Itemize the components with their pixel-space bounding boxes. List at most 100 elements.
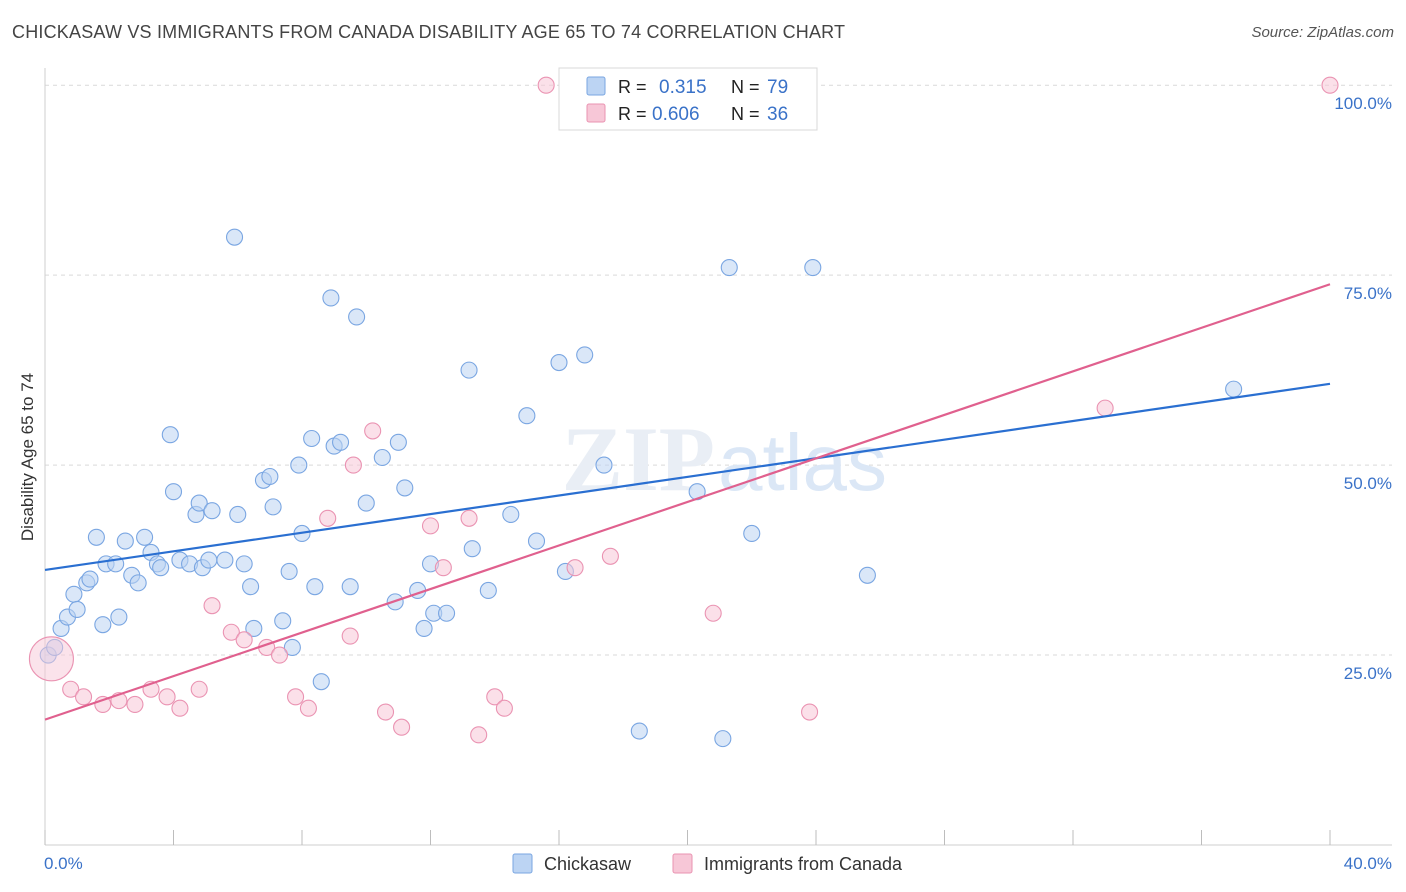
point-chickasaw: [415, 619, 433, 638]
legend-n-value-1: 79: [767, 77, 788, 98]
point-chickasaw: [200, 551, 218, 569]
axes: [44, 68, 1392, 846]
point-chickasaw: [341, 578, 359, 596]
point-canada: [486, 688, 504, 706]
y-axis-label: Disability Age 65 to 74: [18, 373, 37, 541]
point-chickasaw: [261, 467, 279, 486]
point-canada: [1321, 76, 1339, 94]
point-canada: [203, 597, 221, 615]
point-canada: [1096, 399, 1114, 417]
bottom-legend-label-immigrants-canada: Immigrants from Canada: [704, 854, 903, 874]
point-chickasaw: [303, 429, 321, 448]
point-chickasaw: [225, 228, 244, 246]
point-canada: [28, 636, 74, 682]
point-chickasaw: [235, 555, 253, 573]
point-chickasaw: [229, 505, 247, 524]
point-chickasaw: [576, 346, 594, 364]
point-chickasaw: [129, 574, 147, 592]
point-chickasaw: [280, 562, 298, 581]
point-canada: [222, 623, 240, 641]
point-chickasaw: [396, 479, 414, 497]
point-chickasaw: [87, 528, 105, 546]
point-canada: [393, 718, 411, 736]
bottom-legend-label-chickasaw: Chickasaw: [544, 854, 632, 874]
point-chickasaw: [152, 559, 170, 577]
point-canada: [364, 422, 382, 440]
point-canada: [537, 76, 555, 94]
legend-r-value-2: 0.606: [652, 104, 700, 125]
point-chickasaw: [527, 532, 546, 550]
point-canada: [495, 699, 513, 717]
point-chickasaw: [720, 258, 738, 277]
point-chickasaw: [804, 258, 822, 277]
point-chickasaw: [242, 578, 260, 596]
point-chickasaw: [68, 600, 86, 619]
correlation-legend: R = 0.315 N = 79 R = 0.606 N = 36: [558, 67, 818, 131]
series-chickasaw-points: [39, 228, 1243, 748]
point-chickasaw: [348, 308, 366, 326]
point-canada: [601, 547, 619, 565]
point-chickasaw: [331, 433, 350, 451]
point-chickasaw: [190, 494, 208, 512]
point-canada: [62, 680, 80, 698]
point-chickasaw: [479, 581, 497, 600]
legend-swatch-chickasaw: [586, 76, 606, 96]
point-canada: [190, 680, 208, 698]
bottom-legend-swatch-immigrants-canada: [672, 853, 693, 874]
point-chickasaw: [264, 498, 282, 516]
point-chickasaw: [245, 619, 263, 638]
point-chickasaw: [357, 494, 375, 512]
point-chickasaw: [164, 483, 183, 501]
y-tick-label: 50.0%: [1344, 474, 1392, 493]
legend-n-label-2: N =: [731, 104, 760, 124]
point-chickasaw: [312, 673, 330, 691]
point-chickasaw: [463, 540, 481, 558]
point-canada: [460, 509, 478, 527]
point-chickasaw: [94, 616, 112, 634]
point-chickasaw: [203, 502, 221, 520]
point-canada: [376, 703, 395, 721]
point-canada: [235, 631, 253, 649]
legend-r-value-1: 0.315: [659, 77, 707, 98]
point-chickasaw: [550, 353, 568, 372]
point-canada: [344, 456, 362, 474]
legend-swatch-immigrants-canada: [586, 103, 606, 123]
point-canada: [434, 559, 452, 577]
point-chickasaw: [136, 528, 154, 546]
trend-lines: [44, 283, 1331, 721]
point-chickasaw: [438, 604, 456, 622]
point-chickasaw: [630, 722, 648, 740]
point-canada: [566, 559, 584, 577]
point-chickasaw: [322, 289, 340, 307]
point-chickasaw: [81, 570, 99, 588]
point-canada: [299, 699, 317, 717]
point-chickasaw: [161, 426, 179, 444]
point-chickasaw: [373, 448, 391, 467]
point-chickasaw: [306, 578, 324, 596]
point-chickasaw: [110, 608, 128, 626]
point-canada: [341, 627, 359, 645]
point-chickasaw: [595, 456, 613, 474]
trend-line-chickasaw: [44, 382, 1331, 572]
point-canada: [126, 695, 144, 713]
point-chickasaw: [518, 407, 536, 425]
point-chickasaw: [283, 638, 301, 657]
point-canada: [171, 699, 189, 717]
point-chickasaw: [858, 566, 876, 584]
point-canada: [319, 509, 337, 527]
point-canada: [75, 688, 93, 706]
bottom-legend-swatch-chickasaw: [512, 853, 533, 874]
point-canada: [801, 703, 819, 721]
legend-n-label-1: N =: [731, 77, 760, 97]
trend-line-immigrants-canada: [44, 283, 1331, 721]
x-tick-label-min: 0.0%: [44, 854, 83, 873]
point-chickasaw: [502, 505, 520, 524]
point-canada: [704, 604, 722, 622]
point-chickasaw: [1225, 380, 1243, 398]
point-chickasaw: [216, 551, 234, 569]
point-canada: [287, 688, 305, 706]
point-chickasaw: [274, 612, 292, 630]
point-chickasaw: [460, 361, 478, 379]
point-chickasaw: [743, 524, 761, 543]
